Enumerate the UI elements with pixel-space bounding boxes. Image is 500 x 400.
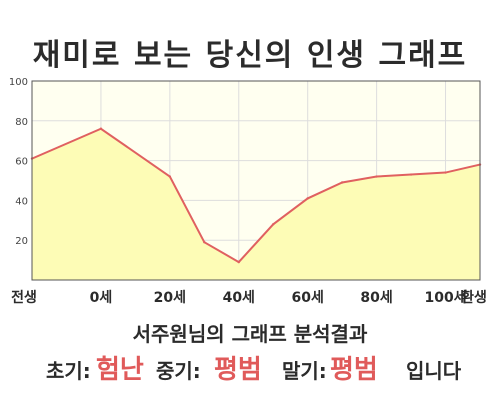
data-point [203, 240, 206, 244]
data-point [99, 127, 103, 130]
plot-frame [31, 80, 481, 281]
y-tick-label: 80 [15, 117, 28, 128]
ending-text: 입니다 [406, 359, 462, 383]
early-value: 험난 [96, 355, 144, 385]
late-label: 말기: [282, 359, 327, 383]
result-line: 초기: 험난 중기: 평범 말기: 평범 입니다 [0, 345, 500, 385]
data-point [237, 260, 240, 264]
x-tick-label: 40세 [223, 290, 255, 306]
data-point [168, 175, 172, 178]
y-tick-label: 20 [15, 236, 28, 247]
x-tick-label: 전생 [11, 289, 37, 306]
x-tick-label: 100세 [424, 290, 466, 306]
data-point [375, 175, 378, 178]
result-caption: 서주원님의 그래프 분석결과 [132, 322, 368, 346]
data-point [340, 181, 344, 184]
series-line [31, 127, 481, 264]
x-tick-label: 20세 [154, 290, 186, 306]
data-point [272, 223, 275, 226]
chart-title: 재미로 보는 당신의 인생 그래프 [32, 38, 468, 73]
y-tick-label: 100 [9, 77, 28, 88]
early-label: 초기: [46, 359, 91, 383]
data-point [306, 197, 309, 200]
data-point [444, 171, 447, 174]
late-value: 평범 [330, 355, 378, 385]
x-tick-label: 환생 [461, 289, 487, 306]
y-tick-label: 40 [15, 196, 28, 207]
plot-area [30, 80, 482, 280]
x-tick-label: 80세 [360, 290, 392, 306]
data-point [409, 173, 413, 176]
series-area [32, 128, 480, 280]
y-tick-label: 60 [15, 157, 28, 168]
x-tick-label: 60세 [292, 290, 324, 306]
mid-value: 평범 [214, 355, 262, 385]
mid-label: 중기: [156, 359, 201, 383]
x-tick-label: 0세 [90, 290, 113, 306]
